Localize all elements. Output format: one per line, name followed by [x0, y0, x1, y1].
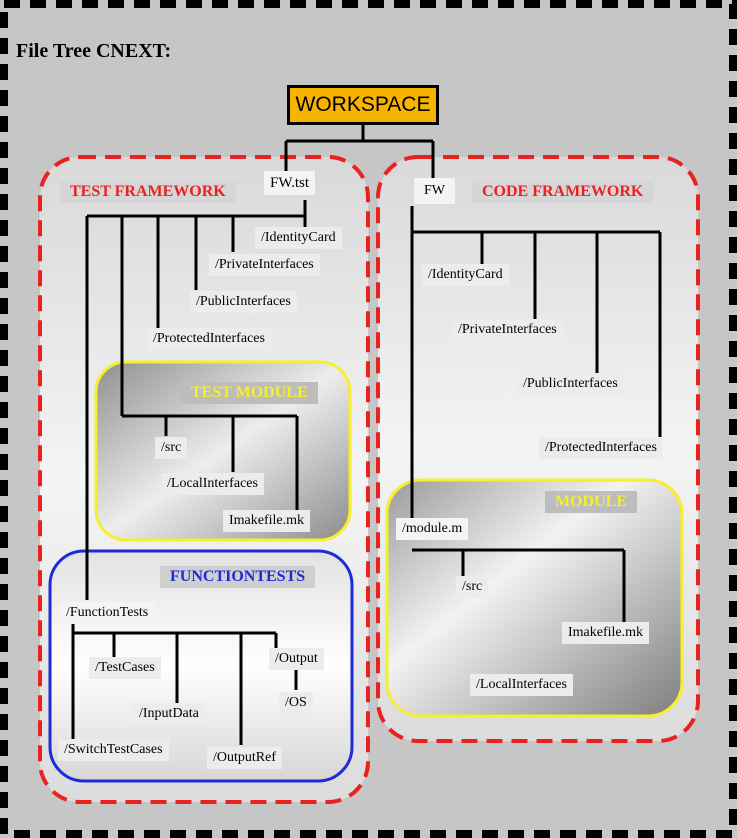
- code-framework-header: CODE FRAMEWORK: [472, 181, 654, 203]
- test-module-region: [94, 360, 352, 542]
- workspace-node: WORKSPACE: [287, 85, 439, 125]
- ft-switchtestcases-node: /SwitchTestCases: [58, 739, 169, 761]
- module-imakefile-node: Imakefile.mk: [562, 622, 650, 644]
- tree-connectors: [71, 125, 662, 745]
- ft-inputdata-node: /InputData: [133, 703, 205, 725]
- cf-protectedinterfaces-node: /ProtectedInterfaces: [539, 437, 663, 459]
- tm-localinterfaces-node: /LocalInterfaces: [161, 473, 264, 495]
- tf-identitycard-node: /IdentityCard: [255, 227, 342, 249]
- cf-privateinterfaces-node: /PrivateInterfaces: [452, 319, 563, 341]
- ft-output-node: /Output: [269, 648, 324, 670]
- module-localinterfaces-node: /LocalInterfaces: [470, 674, 573, 696]
- test-framework-root-node: FW.tst: [264, 171, 316, 195]
- page-title: File Tree CNEXT:: [16, 40, 172, 62]
- ft-testcases-node: /TestCases: [89, 657, 161, 679]
- cf-identitycard-node: /IdentityCard: [422, 264, 509, 286]
- ft-functiontests-node: /FunctionTests: [60, 602, 155, 624]
- test-module-header: TEST MODULE: [181, 382, 318, 404]
- cf-publicinterfaces-node: /PublicInterfaces: [517, 373, 624, 395]
- tm-imakefile-node: Imakefile.mk: [223, 510, 311, 532]
- module-src-node: /src: [456, 576, 489, 598]
- test-framework-header: TEST FRAMEWORK: [60, 181, 236, 203]
- tm-src-node: /src: [155, 437, 188, 459]
- ft-os-node: /OS: [279, 692, 313, 714]
- functiontests-header: FUNCTIONTESTS: [160, 566, 316, 588]
- module-header: MODULE: [545, 491, 637, 513]
- tf-privateinterfaces-node: /PrivateInterfaces: [209, 254, 320, 276]
- code-framework-root-node: FW: [414, 178, 455, 204]
- ft-outputref-node: /OutputRef: [207, 747, 282, 769]
- tf-protectedinterfaces-node: /ProtectedInterfaces: [147, 328, 271, 350]
- tf-publicinterfaces-node: /PublicInterfaces: [190, 291, 297, 313]
- module-root-node: /module.m: [396, 518, 469, 540]
